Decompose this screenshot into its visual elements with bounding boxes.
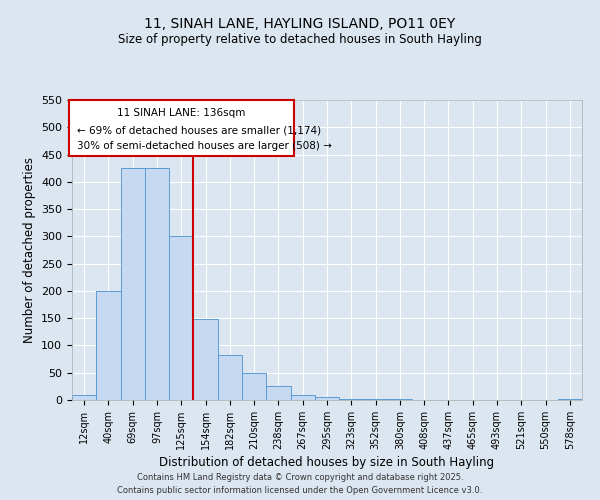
Bar	[96, 291, 121, 400]
Bar	[72, 394, 96, 400]
Text: Size of property relative to detached houses in South Hayling: Size of property relative to detached ho…	[118, 32, 482, 46]
Bar	[558, 399, 582, 400]
Bar	[339, 399, 364, 400]
Text: 11, SINAH LANE, HAYLING ISLAND, PO11 0EY: 11, SINAH LANE, HAYLING ISLAND, PO11 0EY	[145, 18, 455, 32]
Y-axis label: Number of detached properties: Number of detached properties	[23, 157, 35, 343]
X-axis label: Distribution of detached houses by size in South Hayling: Distribution of detached houses by size …	[160, 456, 494, 469]
Bar	[388, 399, 412, 400]
Text: ← 69% of detached houses are smaller (1,174): ← 69% of detached houses are smaller (1,…	[77, 126, 321, 136]
Bar	[364, 399, 388, 400]
Bar	[121, 168, 145, 400]
Bar	[193, 320, 218, 400]
Bar	[315, 398, 339, 400]
Bar	[242, 372, 266, 400]
Text: 30% of semi-detached houses are larger (508) →: 30% of semi-detached houses are larger (…	[77, 141, 332, 151]
Bar	[145, 168, 169, 400]
Text: Contains public sector information licensed under the Open Government Licence v3: Contains public sector information licen…	[118, 486, 482, 495]
Text: 11 SINAH LANE: 136sqm: 11 SINAH LANE: 136sqm	[118, 108, 246, 118]
Bar	[218, 356, 242, 400]
Bar	[266, 386, 290, 400]
Bar	[290, 394, 315, 400]
Text: Contains HM Land Registry data © Crown copyright and database right 2025.: Contains HM Land Registry data © Crown c…	[137, 474, 463, 482]
Bar	[169, 236, 193, 400]
FancyBboxPatch shape	[70, 100, 294, 156]
